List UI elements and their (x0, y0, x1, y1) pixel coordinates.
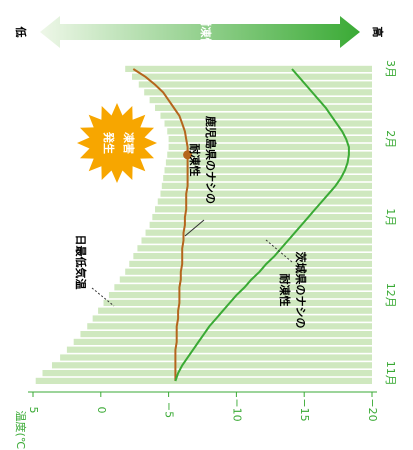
scale-low: 低 (14, 26, 28, 38)
bar (51, 362, 372, 369)
bar (155, 104, 372, 111)
month-label: 11月 (384, 361, 397, 386)
bar (42, 370, 372, 377)
tick-label: 5 (27, 407, 40, 414)
bar (167, 128, 372, 135)
bar (145, 229, 372, 236)
series-label: 茨城県のナシの (294, 252, 308, 329)
month-label: 3月 (384, 60, 397, 78)
bar (103, 299, 373, 306)
bar (80, 331, 373, 338)
bar (137, 245, 372, 252)
starburst (77, 103, 157, 183)
bar (160, 190, 372, 197)
bar (129, 260, 372, 267)
bar (125, 268, 372, 275)
month-label: 2月 (384, 130, 397, 148)
bar (168, 143, 372, 150)
series-label: 耐凍性 (278, 274, 292, 307)
bar (66, 346, 373, 353)
bar (141, 237, 372, 244)
bar (168, 136, 372, 143)
line (132, 68, 189, 381)
bar (92, 315, 372, 322)
tick-label: −15 (298, 398, 311, 421)
bar (133, 253, 372, 260)
bar (157, 198, 372, 205)
scale-high: 高 (371, 27, 385, 38)
bar (149, 97, 372, 104)
bar (35, 377, 372, 384)
month-label: 12月 (384, 283, 397, 308)
tick-label: −10 (230, 398, 243, 421)
bar (119, 276, 372, 283)
bar (152, 214, 372, 221)
bar (144, 89, 372, 96)
bars-label: 日最低気温 (74, 235, 88, 290)
bar (98, 307, 372, 314)
bar (87, 323, 373, 330)
axis-title: 温度(℃) (14, 411, 28, 450)
series-label: 鹿児島県のナシの (204, 116, 218, 204)
bar (155, 206, 372, 213)
bar (131, 73, 372, 80)
bar (125, 65, 372, 72)
bar (73, 338, 373, 345)
leader (184, 219, 205, 237)
bar (138, 81, 372, 88)
bar (108, 292, 372, 299)
line (174, 68, 350, 382)
tick-label: 0 (95, 407, 108, 414)
frost-label: 発生 (102, 131, 116, 154)
bar (161, 182, 372, 189)
bar (149, 221, 372, 228)
bar (163, 175, 372, 182)
bar (164, 167, 372, 174)
bar (164, 120, 372, 127)
frost-label: 凍害 (122, 132, 136, 154)
scale-label: 耐凍性 (199, 16, 213, 49)
frost-point (183, 150, 193, 160)
leader (91, 287, 115, 307)
leader (265, 239, 293, 263)
tick-label: −20 (366, 398, 379, 421)
scale-arrow (40, 16, 360, 48)
bar (160, 112, 372, 119)
series-label: 耐凍性 (188, 144, 202, 177)
month-label: 1月 (384, 208, 397, 226)
bar (167, 151, 372, 158)
bar (165, 159, 372, 166)
tick-label: −5 (163, 402, 176, 418)
bar (60, 354, 373, 361)
